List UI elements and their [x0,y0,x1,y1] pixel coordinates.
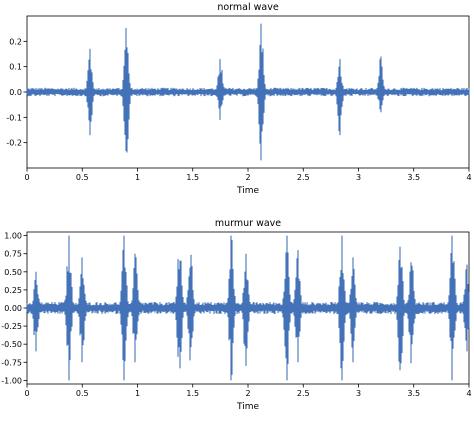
x-tick-label: 4 [466,173,471,182]
signal-layer [26,235,470,381]
x-axis-ticks: 0 0.5 1 1.5 2 2.5 3 3.5 4 [24,168,472,182]
x-tick-label: 1.5 [186,389,199,398]
y-axis-ticks: 0.2 0.1 0.0 -0.1 -0.2 [6,37,27,148]
x-tick-label: 0.5 [76,173,89,182]
x-tick-label: 2 [245,173,250,182]
y-tick-label: -0.2 [6,139,22,148]
x-axis-label: Time [236,402,259,412]
normal-wave-plot: normal wave 0 0.5 1 1.5 2 2.5 3 3.5 4 0.2 0.1 0.0 -… [6,2,471,196]
y-tick-label: 0.2 [9,37,22,46]
x-tick-label: 3 [356,173,361,182]
y-tick-label: 0.1 [9,63,22,72]
x-tick-label: 2.5 [297,389,310,398]
x-tick-label: 0 [24,389,29,398]
x-tick-label: 4 [466,389,471,398]
y-tick-label: -0.50 [1,340,22,349]
waveform-series [26,235,470,381]
x-tick-label: 1 [135,389,140,398]
x-axis-label: Time [236,186,259,196]
y-axis-ticks: 1.00 0.75 0.50 0.25 0.00 -0.25 -0.50 -0.75 -1.00 [1,232,27,385]
x-tick-label: 3.5 [407,389,420,398]
x-tick-label: 2.5 [297,173,310,182]
y-tick-label: 1.00 [4,232,22,241]
murmur-wave-plot: murmur wave 0 0.5 1 1.5 2 2.5 3 3.5 4 1.00 0.75 0.… [1,218,471,412]
x-tick-label: 0.5 [76,389,89,398]
x-tick-label: 3.5 [407,173,420,182]
y-tick-label: 0.0 [9,88,22,97]
y-tick-label: 0.25 [4,286,22,295]
signal-layer [26,23,470,161]
y-tick-label: -0.1 [6,113,22,122]
x-tick-label: 1.5 [186,173,199,182]
x-tick-label: 0 [24,173,29,182]
y-tick-label: 0.50 [4,268,22,277]
waveform-series [26,23,470,161]
y-tick-label: -1.00 [1,376,22,385]
x-tick-label: 2 [245,389,250,398]
y-tick-label: -0.75 [1,358,22,367]
chart-title: normal wave [217,2,279,13]
chart-title: murmur wave [215,218,281,229]
x-tick-label: 3 [356,389,361,398]
y-tick-label: 0.00 [4,304,22,313]
x-axis-ticks: 0 0.5 1 1.5 2 2.5 3 3.5 4 [24,384,472,398]
x-tick-label: 1 [135,173,140,182]
y-tick-label: 0.75 [4,250,22,259]
y-tick-label: -0.25 [1,322,22,331]
